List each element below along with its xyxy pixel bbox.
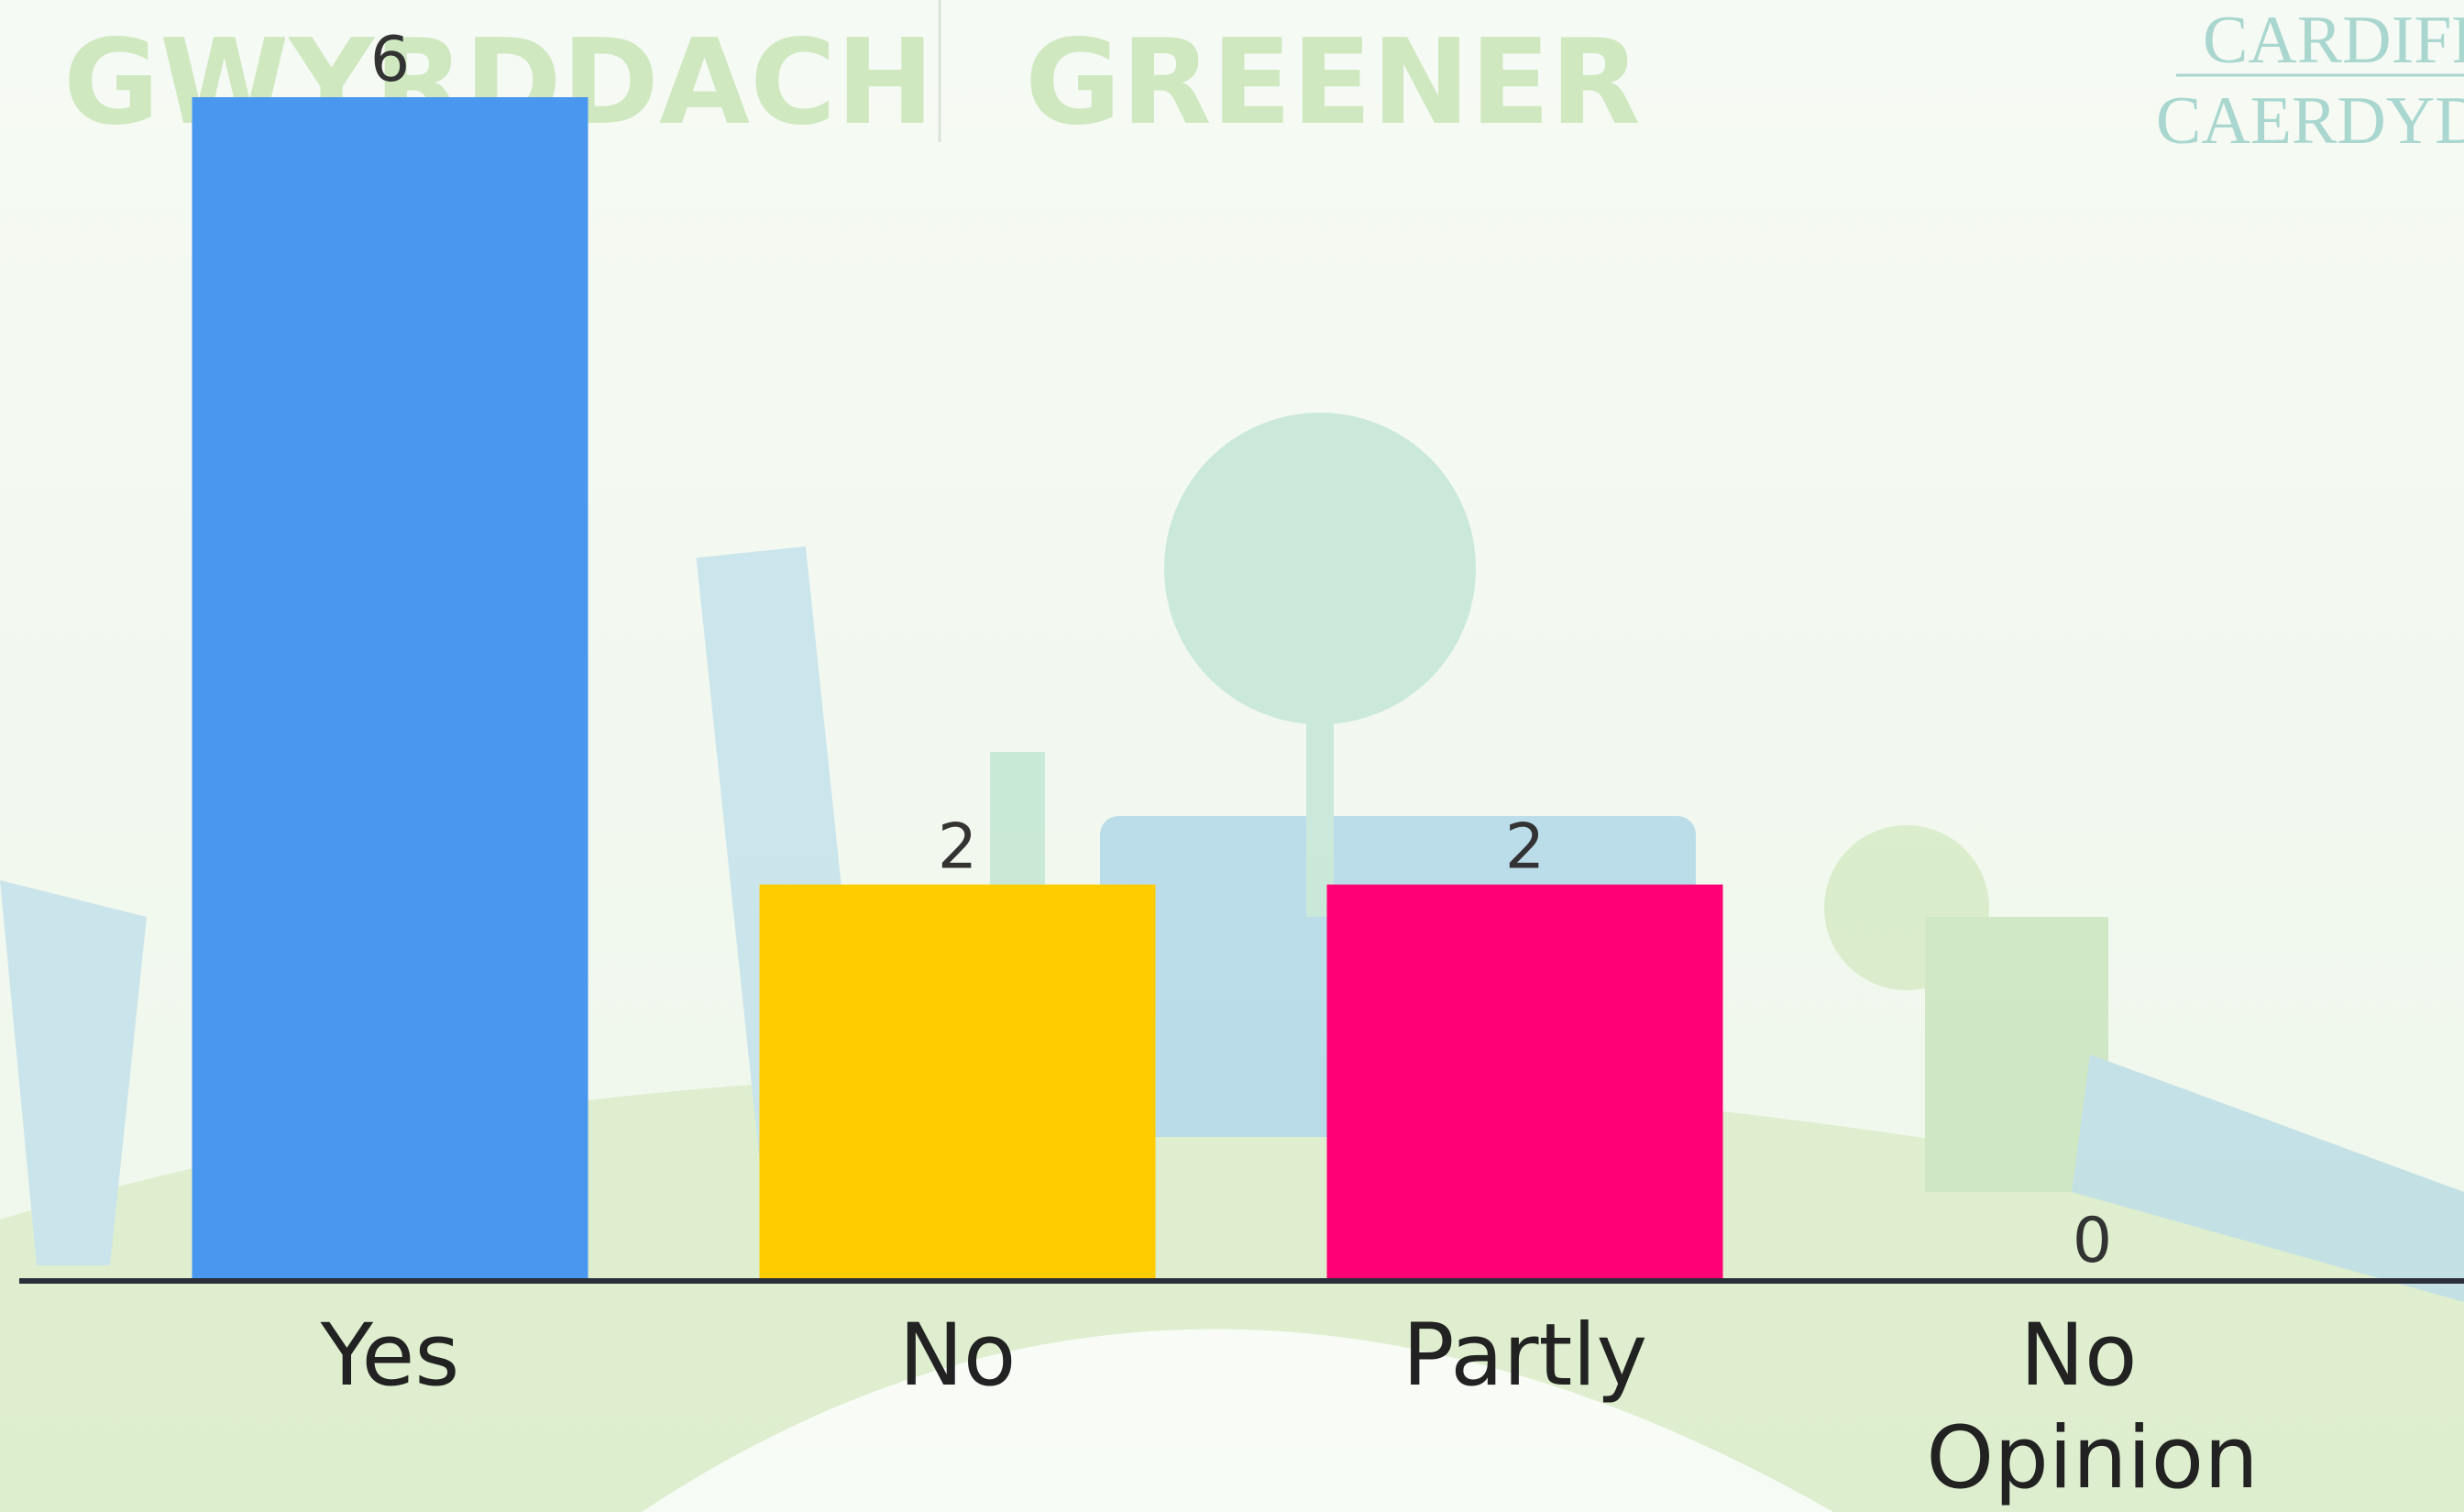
value-label: 2: [1505, 811, 1545, 884]
background-title: GREENER: [1025, 15, 1641, 151]
logo-text: CAERDYDD: [2156, 83, 2464, 159]
x-tick-label: No Opinion: [1926, 1306, 2259, 1508]
bar: [192, 97, 588, 1278]
x-tick-label: Partly: [1402, 1306, 1647, 1406]
bar: [759, 884, 1156, 1278]
value-label: 6: [370, 24, 410, 96]
plot: 6 Yes 2 No 2 Partly 0 No Opinion: [192, 24, 2259, 1508]
x-tick-label: Yes: [320, 1306, 460, 1406]
value-label: 0: [2073, 1205, 2112, 1277]
logo-text: CARDIFF: [2203, 3, 2464, 78]
x-tick-label: No: [899, 1306, 1017, 1406]
bar: [1326, 884, 1723, 1278]
value-label: 2: [938, 811, 977, 884]
